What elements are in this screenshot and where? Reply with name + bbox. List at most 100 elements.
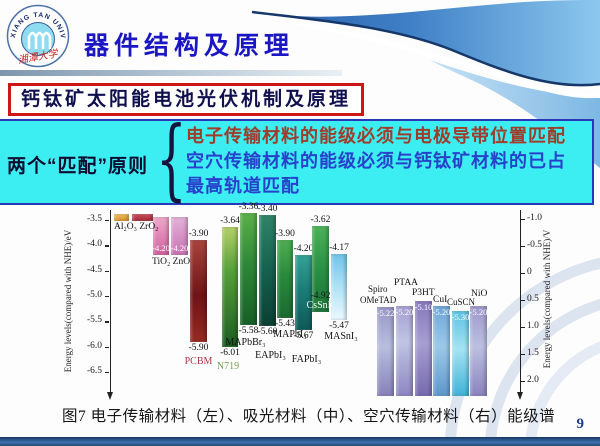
logo-arches-icon: [27, 31, 52, 49]
bar-value-label-FAPbI3: FAPbI₃: [291, 353, 322, 365]
y-axis-left-line: [110, 210, 112, 392]
bar-value-label-MASnI3: -5.47: [329, 320, 349, 331]
y-axis-right-tick: [521, 300, 525, 302]
bar-value-label-MAPbI3: -3.90: [275, 229, 295, 240]
chart-label: Al₂O₃ ZrO₂: [114, 222, 159, 232]
chart-label: Spiro: [368, 284, 388, 294]
bar-value-label-N719: -6.01: [220, 348, 240, 359]
bar-value-label-MAPbBr3: -5.58: [238, 326, 259, 337]
principles-band: 两个“匹配”原则 { 电子传输材料的能级必须与电极导带位置匹配 空穴传输材料的能…: [0, 115, 594, 205]
chart-bar-SpiroOMeTAD: [377, 307, 394, 396]
bar-value-label-CuSCN: -5.30: [451, 312, 470, 323]
bar-value-label-FAPbI3: -4.20: [293, 244, 314, 255]
brace-glyph: {: [156, 107, 187, 210]
title-underline-bar: [0, 70, 342, 76]
y-axis-left-tick-label: -3.5: [86, 214, 102, 224]
chart-bar-Al2O3: [114, 213, 129, 221]
y-axis-left-tick: [105, 372, 109, 374]
bar-value-label-EAPbI3: -5.60: [257, 327, 278, 338]
chart-label: P3HT: [412, 288, 435, 298]
y-axis-left-tick: [105, 220, 109, 222]
bar-value-label-MASnI3: -4.17: [329, 242, 349, 253]
bar-value-label-FAPbI3: -5.67: [293, 330, 314, 341]
chart-bar-EAPbI3: [259, 214, 276, 327]
y-axis-right-arrow: [517, 392, 523, 400]
y-axis-left-tick: [105, 321, 109, 323]
subtitle-text: 钙钛矿太阳能电池光伏机制及原理: [21, 89, 352, 110]
page-title: 器件结构及原理: [84, 32, 295, 60]
chart-bar-NiO: [470, 306, 487, 396]
chart-bar-ZnO: [171, 216, 188, 256]
principle-line-3: 最高轨道匹配: [186, 176, 300, 196]
y-axis-left-tick: [105, 270, 109, 272]
y-axis-left-tick-label: -4.0: [86, 239, 102, 250]
bar-value-label-N719: -3.64: [220, 216, 240, 227]
chart-label: NiO: [471, 289, 488, 299]
chart-label: OMeTAD: [360, 295, 397, 305]
bottom-bar: [0, 437, 600, 446]
chart-bar-N719: [222, 227, 238, 348]
y-axis-right-tick-label: 0.5: [527, 294, 539, 304]
bar-value-label-P3HT: -5.10: [414, 302, 433, 313]
chart-bar-CuI: [433, 306, 450, 396]
bar-value-label-CuI: -5.20: [432, 307, 451, 318]
y-axis-left-arrow: [107, 392, 113, 400]
bar-value-label-PTAA: -5.20: [395, 307, 414, 318]
chart-label: PTAA: [394, 278, 419, 288]
y-axis-left-tick-label: -5.0: [86, 290, 102, 300]
bar-value-label-MASnI3: MASnI₃: [324, 330, 358, 342]
chart-bar-PCBM: [190, 240, 207, 342]
y-axis-left-tick-label: -6.5: [86, 366, 102, 376]
chart-bar-MAPbBr3: [240, 212, 257, 326]
y-axis-right-tick-label: -0.5: [527, 240, 543, 250]
principle-line-1: 电子传输材料的能级必须与电极导带位置匹配: [186, 126, 566, 146]
y-axis-left-tick-label: -5.5: [86, 315, 102, 326]
bar-value-label-ZnO: -4.20: [170, 243, 189, 254]
principle-line-2: 空穴传输材料的能级必须与钙钛矿材料的已占: [186, 151, 566, 171]
chart-label: CuSCN: [447, 297, 476, 307]
bar-value-label-PCBM: -3.90: [188, 229, 209, 240]
chart-bar-PTAA: [396, 306, 413, 396]
chart-bar-TiO2: [153, 216, 169, 256]
university-logo: XIANG TAN UNIVERSITY 湘潭大学: [6, 4, 70, 68]
chart-bar-ZrO2: [132, 213, 153, 221]
y-axis-right-tick-label: 1.0: [527, 321, 539, 331]
y-axis-left-tick: [105, 245, 109, 247]
bar-value-label-MAPbI3: MAPbI₃: [273, 328, 307, 340]
bar-value-label-PCBM: -5.90: [188, 342, 209, 353]
bar-value-label-EAPbI3: -3.40: [257, 203, 278, 214]
bar-value-label-CsSnI3: -3.62: [310, 215, 331, 226]
bar-value-label-NiO: -5.20: [469, 307, 488, 318]
principles-heading: 两个“匹配”原则: [7, 156, 149, 177]
chart-bar-MAPbI3: [277, 240, 293, 318]
chart-bar-FAPbI3: [295, 255, 312, 330]
y-axis-right-tick-label: 1.5: [527, 348, 539, 358]
chart-bar-MASnI3: [331, 253, 347, 320]
y-axis-right-tick: [521, 381, 525, 383]
y-axis-right-tick: [521, 219, 525, 221]
principles-list: 电子传输材料的能级必须与电极导带位置匹配 空穴传输材料的能级必须与钙钛矿材料的已…: [186, 124, 566, 199]
chart-label: CuI: [433, 295, 448, 305]
page-number: 9: [576, 416, 585, 432]
bar-value-label-N719: N719: [216, 361, 240, 373]
chart-bar-P3HT: [415, 301, 432, 396]
y-axis-left-tick-label: -6.0: [86, 340, 102, 351]
figure-caption: 图7 电子传输材料（左）、吸光材料（中）、空穴传输材料（右）能级谱: [62, 408, 556, 425]
bar-value-label-MAPbBr3: MAPbBr₃: [225, 337, 266, 349]
y-axis-right-tick: [521, 273, 525, 275]
chart-bar-CuSCN: [452, 311, 469, 396]
y-axis-right-tick: [521, 327, 525, 329]
bar-value-label-CsSnI3: CsSnI₃: [306, 300, 335, 311]
chart-label: TiO₂ ZnO: [152, 257, 191, 267]
bar-value-label-MAPbBr3: -3.36: [238, 201, 259, 212]
bar-value-label-MAPbI3: -5.43: [275, 318, 295, 329]
bar-value-label-PCBM: PCBM: [184, 355, 213, 367]
y-axis-right-tick: [521, 246, 525, 248]
y-axis-right-tick: [521, 354, 525, 356]
bar-value-label-CsSnI3: -4.92: [310, 291, 331, 301]
subtitle-box: 钙钛矿太阳能电池光伏机制及原理: [8, 83, 365, 116]
bar-value-label-SpiroOMeTAD: -5.22: [376, 308, 395, 319]
y-axis-left-tick: [105, 296, 109, 298]
